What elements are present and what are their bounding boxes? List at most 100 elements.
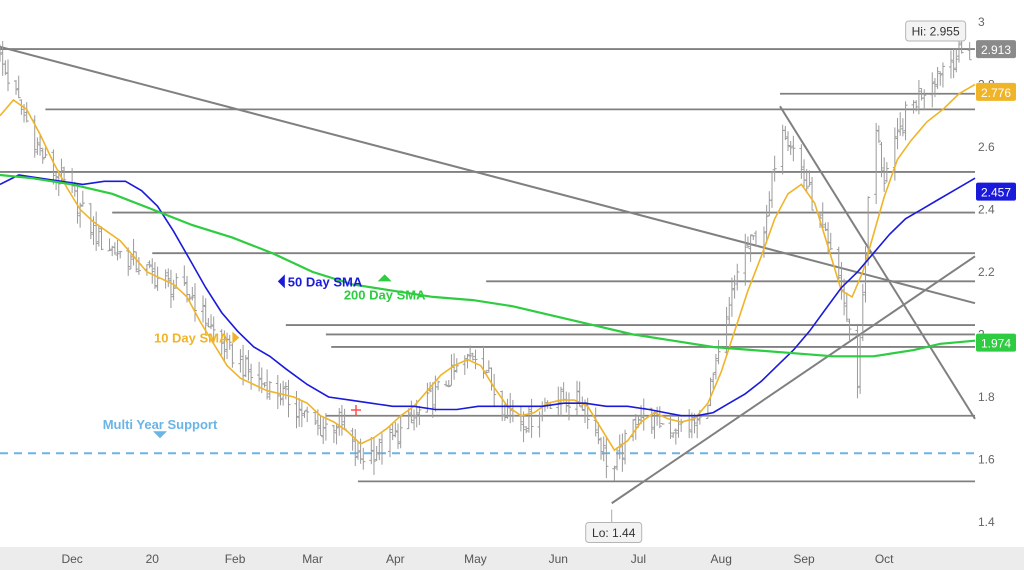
ohlc-bar (243, 355, 248, 378)
ohlc-bar (211, 316, 216, 343)
ohlc-bar (623, 429, 628, 465)
ohlc-bar (222, 330, 227, 363)
ohlc-bar (932, 78, 937, 98)
ohlc-bar (940, 62, 945, 88)
ohlc-bar (810, 176, 815, 211)
sma-label-200-text: 200 Day SMA (344, 287, 426, 302)
ohlc-bar (879, 141, 884, 178)
ohlc-bar (396, 423, 401, 449)
ohlc-bar (671, 432, 676, 439)
ohlc-bar (115, 239, 120, 261)
price-tag-box (976, 333, 1016, 352)
ohlc-bar (967, 42, 972, 61)
ohlc-bar (470, 352, 475, 361)
ohlc-bar (612, 465, 617, 481)
hi-box (905, 20, 967, 42)
plot-area (0, 0, 975, 547)
ohlc-bar (0, 44, 2, 62)
lo-box (585, 521, 643, 543)
ohlc-bar (558, 386, 563, 416)
ohlc-bar (393, 422, 398, 438)
series-line-1 (0, 174, 976, 417)
ohlc-bar (468, 345, 473, 360)
trendlines (0, 45, 976, 505)
ohlc-bar (876, 125, 881, 144)
ohlc-bar (804, 168, 809, 192)
ohlc-bar (855, 325, 860, 399)
ohlc-bar (361, 447, 366, 470)
ohlc-bar (136, 257, 141, 275)
ohlc-bar (529, 398, 534, 438)
x-tick-label: Apr (386, 552, 405, 566)
y-tick-label: 1.4 (978, 515, 995, 529)
y-tick-label: 1.8 (978, 390, 995, 404)
ohlc-bar (898, 112, 903, 136)
annotations: Hi: 2.955 Lo: 1.44 10 Day SMA 50 Day SMA… (154, 20, 967, 543)
ohlc-bar (40, 147, 45, 164)
x-tick-label: Mar (302, 552, 323, 566)
ohlc-bar (374, 446, 379, 462)
ohlc-bar (281, 380, 286, 406)
ohlc-bar (524, 426, 529, 434)
x-tick-label: May (464, 552, 487, 566)
ohlc-bar (735, 263, 740, 291)
ohlc-bar (134, 251, 139, 273)
price-tag-value: 2.457 (981, 186, 1011, 200)
ohlc-bar (35, 137, 40, 155)
y-tick-label: 2.6 (978, 140, 995, 154)
ohlc-bar (689, 412, 694, 439)
ohlc-bar (938, 71, 943, 86)
ohlc-bar (823, 222, 828, 231)
ohlc-bar (107, 238, 112, 252)
ohlc-bar (436, 380, 441, 391)
ohlc-bar (959, 39, 964, 54)
ohlc-bar (764, 204, 769, 244)
ohlc-bar (716, 340, 721, 365)
ohlc-bar (412, 409, 417, 431)
hi-callout: Hi: 2.955 (905, 20, 967, 42)
multi-year-support: Multi Year Support (0, 417, 975, 455)
ohlc-bar (729, 277, 734, 317)
ohlc-bar (751, 235, 756, 241)
triangle-right-icon (232, 331, 240, 344)
ohlc-bar (882, 157, 887, 192)
x-tick-label: Oct (875, 552, 894, 566)
ohlc-bar (16, 75, 21, 99)
price-tag-box (976, 40, 1016, 59)
ohlc-bar (807, 170, 812, 187)
ohlc-bar (769, 170, 774, 208)
ohlc-bar (369, 436, 374, 465)
ohlc-bar (615, 447, 620, 471)
x-axis-band (0, 547, 1024, 570)
ohlc-bar (78, 202, 83, 228)
sma-label-50-text: 50 Day SMA (288, 274, 363, 289)
triangle-left-icon (277, 274, 285, 289)
ohlc-bar (673, 428, 678, 445)
ohlc-bar (660, 422, 665, 425)
sma-label-10: 10 Day SMA (154, 331, 240, 346)
ohlc-bar (294, 390, 299, 429)
ohlc-bar (679, 418, 684, 433)
ohlc-bar (43, 147, 48, 159)
ohlc-bar (521, 411, 526, 443)
y-tick-label: 1.6 (978, 452, 995, 466)
ohlc-bar (732, 275, 737, 299)
ohlc-bar (379, 433, 384, 465)
ohlc-bar (444, 380, 449, 387)
trendline-2 (779, 105, 976, 420)
ohlc-bar (313, 411, 318, 426)
lo-callout: Lo: 1.44 (585, 509, 643, 543)
ohlc-bar (334, 424, 339, 445)
ohlc-bar (914, 100, 919, 112)
ohlc-bar (446, 380, 451, 388)
sma-label-50: 50 Day SMA (277, 274, 363, 289)
ohlc-bar (182, 265, 187, 286)
price-tag-0: 2.913 (976, 40, 1016, 59)
x-axis: Dec 20 Feb Mar Apr May Jun Jul Aug Sep Oct (0, 547, 1024, 570)
x-tick-label: Feb (225, 552, 246, 566)
ohlc-bar (128, 254, 133, 270)
ohlc-bar (339, 404, 344, 436)
price-tag-2: 2.457 (976, 182, 1016, 201)
cross-marker-icon (351, 405, 361, 415)
